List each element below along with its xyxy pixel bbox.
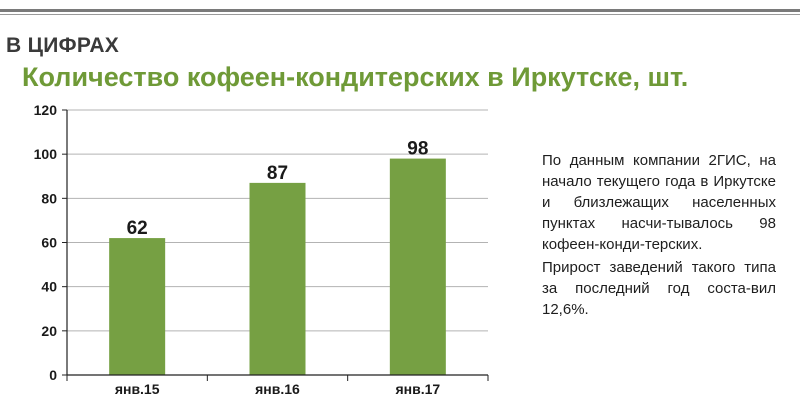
data-label: 87 [267,163,288,184]
ytick-label: 40 [41,279,57,295]
x-tick-labels: янв.15 янв.16 янв.17 [115,381,441,397]
data-labels: 62 87 98 [127,139,429,240]
bar-янв.15 [109,238,166,375]
xtick-label: янв.17 [395,381,440,397]
xtick-label: янв.15 [115,381,160,397]
ytick-label: 120 [34,102,58,118]
note-paragraph-2: Прирост заведений такого типа за последн… [542,259,776,318]
bar-янв.16 [249,182,306,375]
top-rule-thick [0,9,800,12]
y-tick-labels: 0 20 40 60 80 100 120 [34,102,58,383]
axes [62,109,489,381]
info-note: По данным компании 2ГИС, на начало текущ… [542,150,776,322]
bars [109,158,446,375]
ytick-label: 0 [49,367,57,383]
data-label: 62 [127,218,148,239]
data-label: 98 [407,139,428,160]
ytick-label: 60 [41,235,57,251]
top-rule-thin [0,14,800,15]
ytick-label: 100 [34,146,58,162]
ytick-label: 80 [41,190,57,206]
section-label: В ЦИФРАХ [6,34,120,57]
bar-янв.17 [389,158,446,375]
xtick-label: янв.16 [255,381,300,397]
note-paragraph-1: По данным компании 2ГИС, на начало текущ… [542,152,776,253]
chart-title: Количество кофеен-кондитерских в Иркутск… [22,62,689,92]
ytick-label: 20 [41,323,57,339]
bar-chart: 0 20 40 60 80 100 120 янв.15 янв.16 янв.17 62 87 9… [34,102,489,397]
